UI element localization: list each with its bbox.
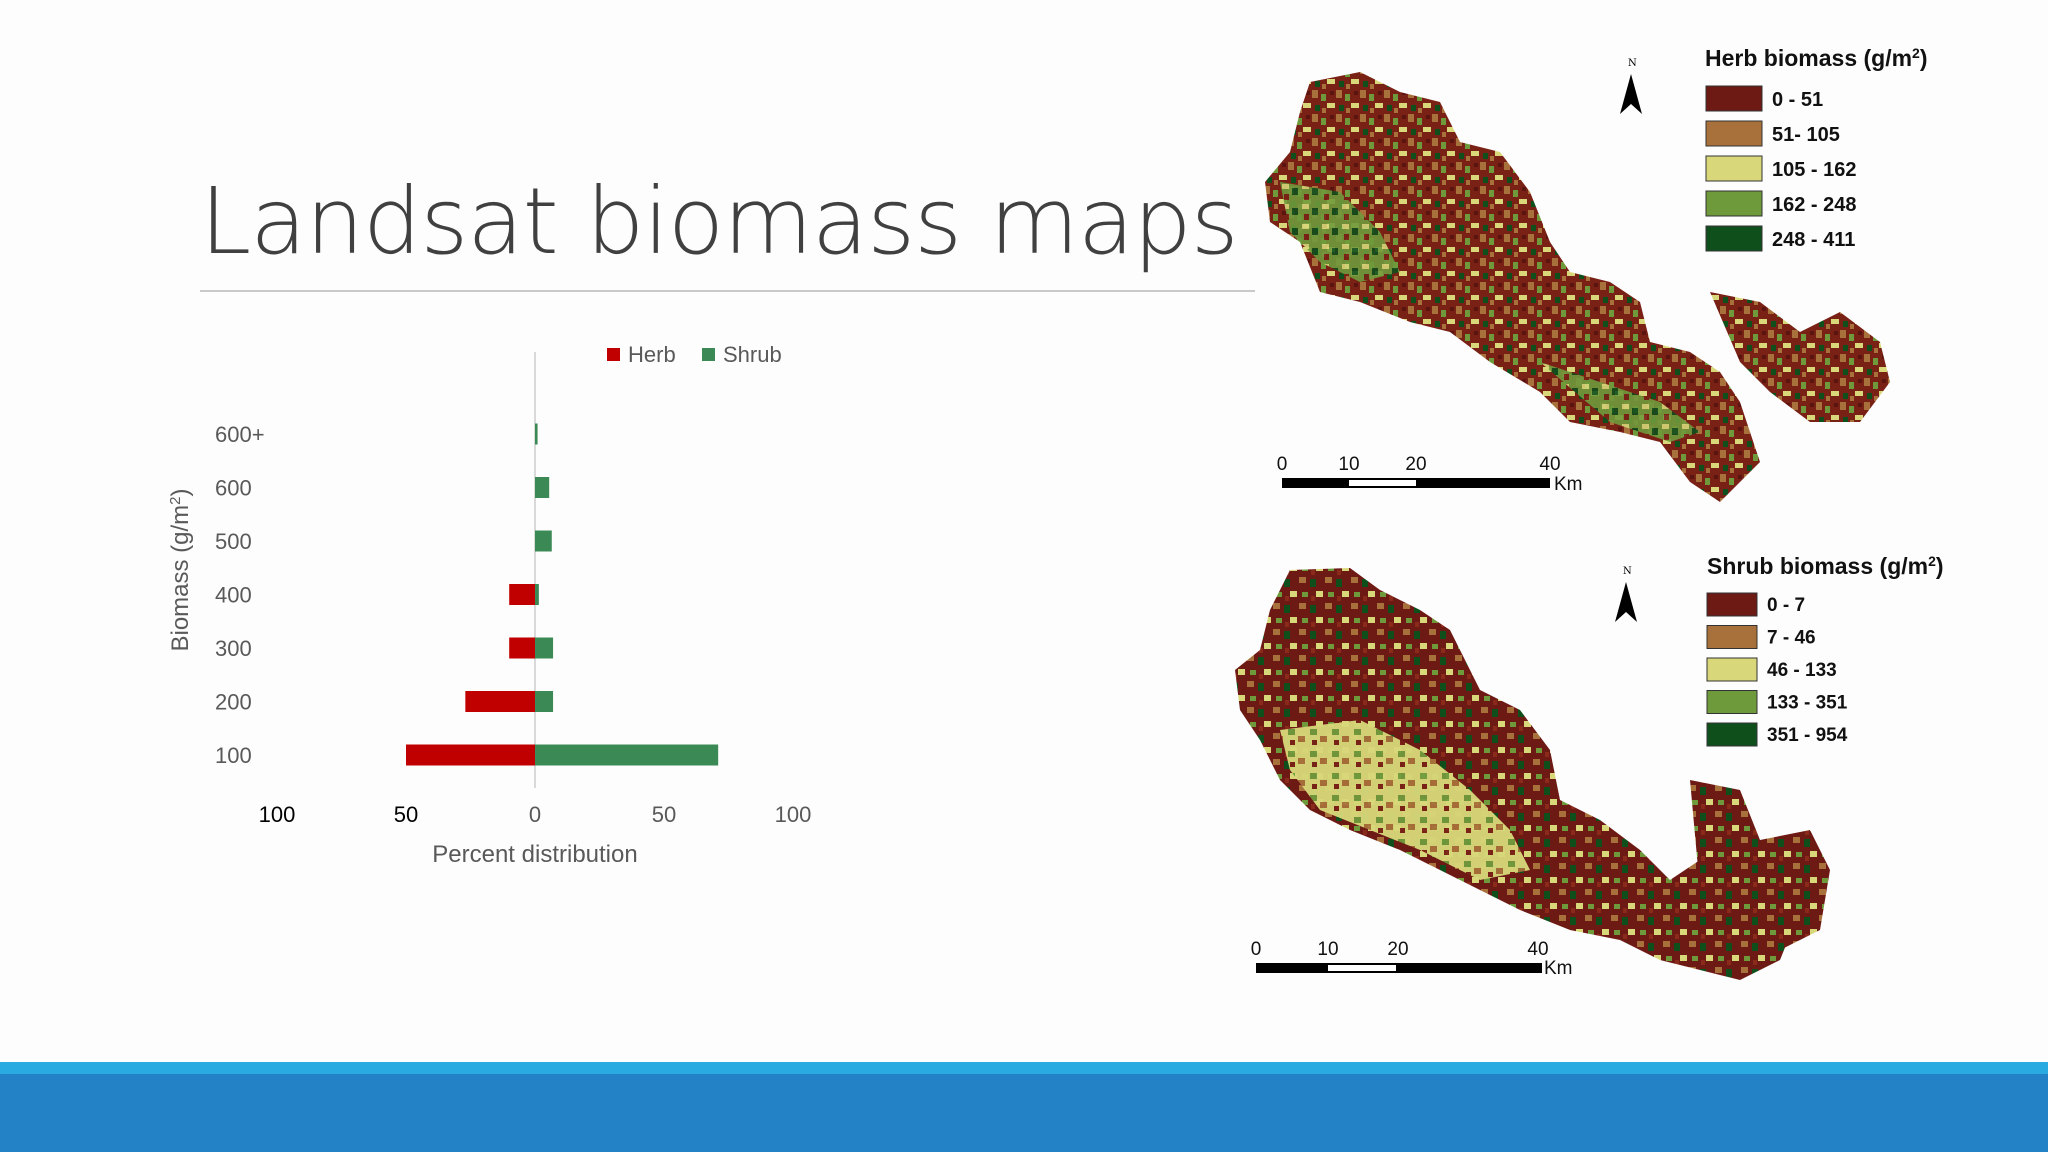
legend-label: 0 - 7 — [1767, 595, 1805, 616]
bar-herb-300 — [509, 637, 535, 659]
herb-scale-0: 0 — [1277, 454, 1288, 475]
shrub-north-label: N — [1623, 566, 1632, 577]
legend-swatch — [1706, 722, 1758, 747]
shrub-map-area — [1235, 568, 1830, 980]
shrub-scale-20: 20 — [1387, 939, 1408, 960]
herb-scale-unit: Km — [1554, 474, 1583, 495]
shrub-map-region-main — [1235, 568, 1800, 980]
y-tick-label: 400 — [215, 583, 252, 608]
shrub-scale-unit: Km — [1544, 958, 1573, 979]
shrub-scale-0: 0 — [1251, 939, 1262, 960]
legend-label-herb: Herb — [628, 342, 676, 367]
x-tick-label: 50 — [394, 802, 418, 827]
legend-label: 351 - 954 — [1767, 725, 1848, 746]
footer-bar — [0, 1074, 2048, 1152]
y-tick-label: 500 — [215, 529, 252, 554]
legend-swatch — [1705, 155, 1763, 182]
legend-label: 248 - 411 — [1772, 229, 1855, 251]
bar-shrub-300 — [535, 637, 554, 659]
y-tick-label: 200 — [215, 690, 252, 715]
shrub-legend-title: Shrub biomass (g/m2) — [1707, 553, 1944, 579]
bar-herb-200 — [465, 691, 535, 712]
herb-scale-40: 40 — [1539, 454, 1560, 475]
legend-swatch-shrub — [702, 348, 715, 361]
bar-shrub-200 — [535, 691, 554, 712]
herb-legend-title: Herb biomass (g/m2) — [1705, 45, 1928, 71]
shrub-north-arrow: N — [1615, 566, 1637, 622]
herb-legend: Herb biomass (g/m2) 0 - 51 51- 105 105 - 1… — [1705, 45, 1928, 252]
herb-north-label: N — [1628, 58, 1637, 69]
y-tick-label: 600+ — [215, 422, 265, 447]
bar-herb-400 — [509, 584, 535, 605]
legend-label: 162 - 248 — [1772, 194, 1857, 216]
legend-label: 105 - 162 — [1772, 159, 1857, 181]
shrub-scale-bar: 0 10 20 40 Km — [1251, 939, 1573, 979]
shrub-north-arrow-icon — [1615, 582, 1637, 622]
legend-swatch — [1706, 625, 1758, 649]
legend-swatch — [1705, 225, 1763, 252]
shrub-scale-40: 40 — [1527, 939, 1548, 960]
legend-swatch — [1706, 690, 1758, 714]
herb-map-area — [1265, 72, 1890, 502]
chart-legend: Herb Shrub — [607, 342, 782, 367]
shrub-map-region-light — [1280, 720, 1530, 880]
legend-swatch — [1706, 657, 1758, 682]
slide-title: Landsat biomass maps — [200, 168, 1239, 275]
legend-label: 0 - 51 — [1772, 89, 1823, 111]
bar-shrub-500 — [535, 530, 552, 552]
herb-biomass-map: N Herb biomass (g/m2) 0 - 51 51- 105 105 -… — [1265, 45, 1928, 502]
x-tick-label: 50 — [652, 802, 676, 827]
legend-label: 51- 105 — [1772, 124, 1840, 146]
shrub-legend: Shrub biomass (g/m2) 0 - 7 7 - 46 46 - 133… — [1706, 553, 1944, 747]
x-tick-labels: 100 50 0 50 100 — [259, 802, 812, 827]
legend-swatch — [1705, 120, 1763, 147]
legend-swatch — [1706, 592, 1758, 617]
bar-shrub-600+ — [535, 423, 538, 445]
herb-north-arrow: N — [1620, 58, 1642, 114]
y-tick-label: 100 — [215, 743, 252, 768]
bar-shrub-100 — [535, 744, 719, 766]
footer-accent-bar — [0, 1062, 2048, 1074]
legend-label-shrub: Shrub — [723, 342, 782, 367]
y-axis-title: Biomass (g/m2) — [167, 488, 195, 651]
bar-herb-100 — [406, 744, 535, 766]
bars-group — [406, 423, 719, 766]
legend-label: 7 - 46 — [1767, 628, 1816, 649]
herb-scale-20: 20 — [1405, 454, 1426, 475]
legend-swatch — [1705, 85, 1763, 112]
y-tick-label: 300 — [215, 636, 252, 661]
x-tick-label: 100 — [259, 802, 296, 827]
herb-scale-bar: 0 10 20 40 Km — [1277, 454, 1583, 495]
x-axis-title: Percent distribution — [432, 841, 637, 868]
y-tick-labels: 100 200 300 400 500 600 600+ — [215, 422, 265, 768]
herb-north-arrow-icon — [1620, 74, 1642, 114]
shrub-scale-10: 10 — [1317, 939, 1338, 960]
shrub-biomass-map: N Shrub biomass (g/m2) 0 - 7 7 - 46 46 - 1… — [1235, 553, 1944, 980]
bar-shrub-400 — [535, 584, 539, 605]
shrub-map-region-east — [1690, 780, 1830, 950]
legend-label: 133 - 351 — [1767, 693, 1848, 714]
y-tick-label: 600 — [215, 476, 252, 501]
herb-scale-10: 10 — [1338, 454, 1359, 475]
title-divider — [200, 290, 1255, 292]
legend-swatch-herb — [607, 348, 620, 361]
x-tick-label: 100 — [775, 802, 812, 827]
legend-label: 46 - 133 — [1767, 660, 1837, 681]
x-tick-label: 0 — [529, 802, 541, 827]
legend-swatch — [1705, 190, 1763, 217]
bar-shrub-600 — [535, 477, 550, 498]
herb-map-region-green — [1280, 182, 1700, 442]
herb-map-region-east — [1710, 292, 1890, 422]
herb-map-region-main — [1265, 72, 1760, 502]
